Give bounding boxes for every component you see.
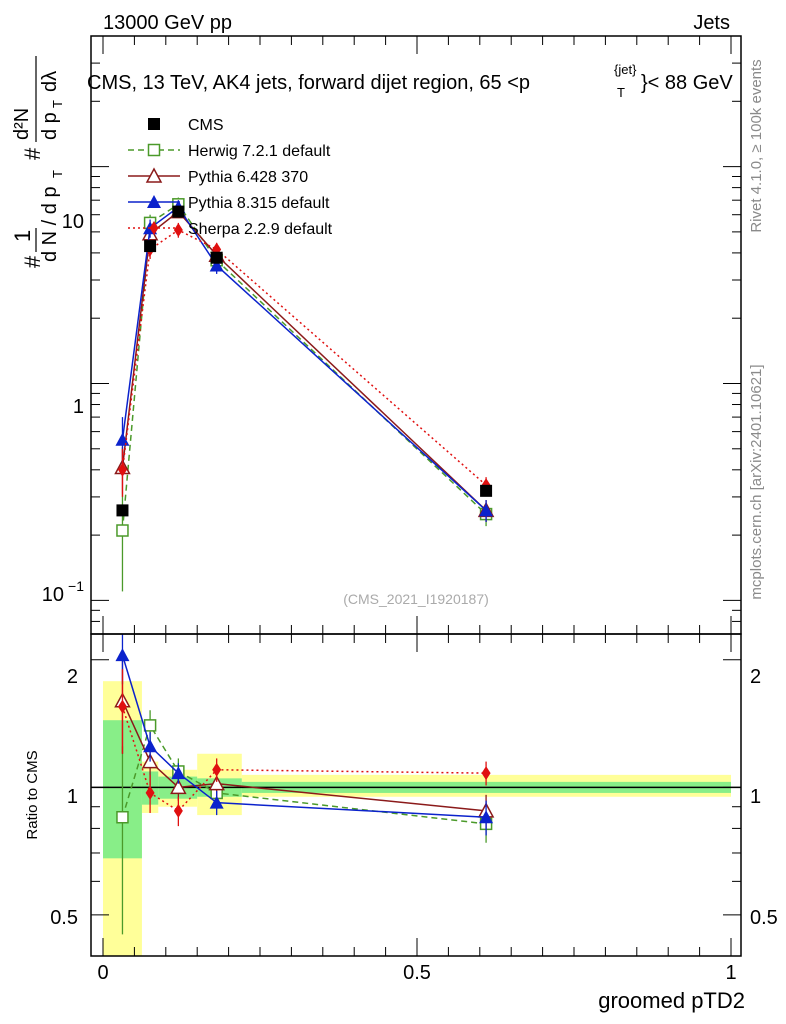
- chart-title-end: }< 88 GeV: [641, 72, 733, 94]
- legend-marker-pythia-8-315-default: [147, 195, 161, 208]
- main-y-axis-label: # 1 d N / d p T # d²N d p T dλ: [10, 56, 65, 268]
- main-y-tick-label-1: 1: [73, 396, 84, 418]
- side-label-mcplots: mcplots.cern.ch [arXiv:2401.10621]: [748, 364, 765, 599]
- header-right: Jets: [693, 12, 730, 34]
- x-tick-label-0: 0: [97, 962, 108, 984]
- ratio-point-pythia-8-315-default: [115, 648, 130, 662]
- ratio-point-sherpa-2-2-9-default: [145, 785, 155, 800]
- y-label-dpt-dlambda: d p: [39, 112, 61, 140]
- y-label-d2n: d²N: [11, 108, 33, 140]
- ratio-tick-label-0.5: 0.5: [50, 907, 78, 929]
- chart-title: CMS, 13 TeV, AK4 jets, forward dijet reg…: [87, 62, 733, 100]
- y-label-hash-1: #: [20, 255, 45, 268]
- ratio-tick-labels: 0.5 1 2 0.5 1 2: [50, 666, 778, 929]
- series-point-herwig-7-2-1-default: [116, 524, 129, 537]
- legend-label-herwig-7-2-1-default: Herwig 7.2.1 default: [188, 143, 331, 160]
- y-label-hash-2: #: [20, 147, 45, 160]
- x-axis-label: groomed pTD2: [598, 988, 745, 1013]
- ratio-point-pythia-8-315-default: [479, 810, 494, 824]
- y-label-dlambda: dλ: [39, 71, 61, 92]
- header-left: 13000 GeV pp: [103, 12, 232, 34]
- series-point-pythia-8-315-default: [479, 503, 494, 517]
- ratio-point-pythia-8-315-default: [209, 795, 224, 809]
- x-tick-label-1: 1: [725, 962, 736, 984]
- ratio-point-sherpa-2-2-9-default: [481, 766, 491, 781]
- ratio-tick-label-right-2: 2: [750, 666, 761, 688]
- main-y-tick-label-01-exp: −1: [68, 578, 84, 594]
- ratio-point-herwig-7-2-1-default: [116, 810, 129, 824]
- chart-title-main: CMS, 13 TeV, AK4 jets, forward dijet reg…: [87, 72, 530, 94]
- cms-data-point: [144, 240, 157, 253]
- legend-label-cms: CMS: [188, 117, 224, 134]
- main-y-tick-label-01-base: 10: [42, 584, 64, 606]
- cms-data-point: [116, 504, 129, 517]
- ratio-plot-frame: [90, 633, 742, 957]
- main-y-tick-label-10: 10: [62, 211, 84, 233]
- ratio-point-pythia-6-428-370: [208, 775, 225, 791]
- legend-marker-herwig-7-2-1-default: [147, 143, 161, 157]
- series-point-sherpa-2-2-9-default: [117, 462, 127, 477]
- legend-marker-sherpa-2-2-9-default: [149, 221, 159, 235]
- x-tick-label-0.5: 0.5: [403, 962, 431, 984]
- y-label-t-sub-2: T: [50, 100, 65, 108]
- y-label-dn-dpt: d N / d p: [39, 186, 61, 262]
- legend-marker-cms: [148, 118, 160, 130]
- ratio-tick-label-right-1: 1: [750, 786, 761, 808]
- chart-title-sup: {jet}: [614, 62, 637, 77]
- ratio-y-axis-label: Ratio to CMS: [24, 750, 41, 839]
- ratio-line-sherpa-2-2-9-default: [121, 706, 487, 812]
- y-label-t-sub-1: T: [50, 170, 65, 178]
- legend-label-sherpa-2-2-9-default: Sherpa 2.2.9 default: [188, 221, 333, 238]
- series-point-sherpa-2-2-9-default: [173, 223, 183, 238]
- ratio-tick-label-2: 2: [67, 666, 78, 688]
- legend: CMS Herwig 7.2.1 default Pythia 6.428 370 P…: [128, 117, 333, 238]
- cms-data-point: [480, 484, 493, 497]
- cms-data-point: [172, 205, 185, 218]
- ratio-line-herwig-7-2-1-default: [121, 723, 487, 825]
- ratio-point-pythia-6-428-370: [170, 778, 187, 795]
- ratio-point-sherpa-2-2-9-default: [173, 803, 183, 818]
- axis-ticks: [91, 35, 741, 957]
- ratio-point-sherpa-2-2-9-default: [212, 762, 222, 777]
- ratio-point-pythia-8-315-default: [171, 766, 186, 780]
- ratio-point-pythia-8-315-default: [143, 739, 158, 753]
- ratio-point-herwig-7-2-1-default: [143, 719, 157, 732]
- ratio-tick-label-1: 1: [67, 786, 78, 808]
- ratio-point-sherpa-2-2-9-default: [117, 699, 127, 714]
- series-point-sherpa-2-2-9-default: [212, 242, 222, 257]
- series-point-pythia-8-315-default: [115, 432, 130, 446]
- y-label-one: 1: [10, 230, 35, 242]
- legend-marker-pythia-6-428-370: [145, 167, 163, 183]
- series-point-pythia-8-315-default: [209, 258, 224, 272]
- legend-label-pythia-8-315-default: Pythia 8.315 default: [188, 195, 330, 212]
- ratio-series-layer: [114, 634, 495, 935]
- ratio-tick-label-right-0.5: 0.5: [750, 907, 778, 929]
- analysis-label: (CMS_2021_I1920187): [343, 591, 489, 607]
- chart-title-sub: T: [617, 85, 625, 100]
- cms-data-point: [210, 251, 223, 264]
- legend-label-pythia-6-428-370: Pythia 6.428 370: [188, 169, 308, 186]
- side-label-rivet: Rivet 4.1.0, ≥ 100k events: [748, 59, 765, 232]
